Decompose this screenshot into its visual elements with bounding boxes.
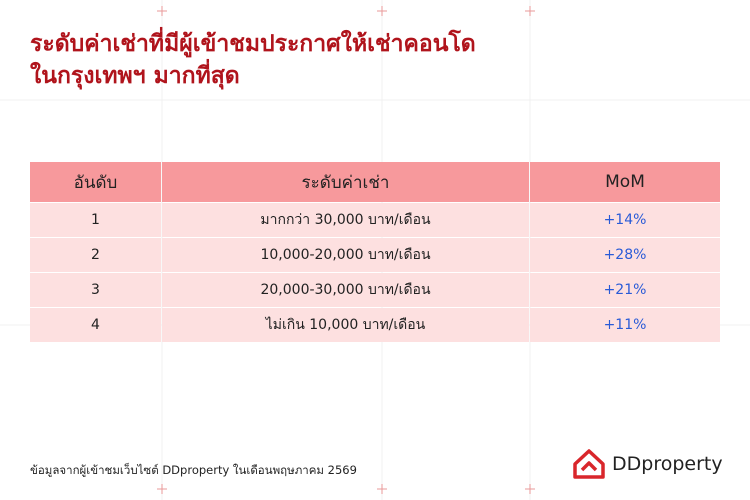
table-cell: +21%	[530, 273, 720, 307]
table-row: 2 10,000-20,000 บาท/เดือน +28%	[30, 238, 720, 272]
table-cell: +28%	[530, 238, 720, 272]
table-cell: +14%	[530, 203, 720, 237]
table-cell: 1	[30, 203, 161, 237]
logo-text: DDproperty	[612, 453, 723, 475]
header-cell: MoM	[530, 162, 720, 202]
table-cell: 20,000-30,000 บาท/เดือน	[162, 273, 529, 307]
header-cell: ระดับค่าเช่า	[162, 162, 529, 202]
table-cell: ไม่เกิน 10,000 บาท/เดือน	[162, 308, 529, 342]
table-cell: มากกว่า 30,000 บาท/เดือน	[162, 203, 529, 237]
table-cell: 3	[30, 273, 161, 307]
title-line: ในกรุงเทพฯ มากที่สุด	[30, 63, 240, 89]
logo: DDproperty	[572, 448, 723, 480]
table-cell: 10,000-20,000 บาท/เดือน	[162, 238, 529, 272]
table-row: 1 มากกว่า 30,000 บาท/เดือน +14%	[30, 203, 720, 237]
table-cell: 2	[30, 238, 161, 272]
header-row: อันดับ ระดับค่าเช่า MoM	[30, 162, 720, 202]
logo-icon	[573, 449, 605, 479]
source-note: ข้อมูลจากผู้เข้าชมเว็บไซต์ DDproperty ใน…	[30, 463, 357, 477]
title: ระดับค่าเช่าที่มีผู้เข้าชมประกาศให้เช่าค…	[30, 28, 476, 92]
table: อันดับ ระดับค่าเช่า MoM 1 มากกว่า 30,000 …	[30, 162, 720, 343]
header-cell: อันดับ	[30, 162, 161, 202]
title-line: ระดับค่าเช่าที่มีผู้เข้าชมประกาศให้เช่าค…	[30, 31, 476, 57]
table-row: 4 ไม่เกิน 10,000 บาท/เดือน +11%	[30, 308, 720, 342]
table-cell: 4	[30, 308, 161, 342]
table-cell: +11%	[530, 308, 720, 342]
table-row: 3 20,000-30,000 บาท/เดือน +21%	[30, 273, 720, 307]
